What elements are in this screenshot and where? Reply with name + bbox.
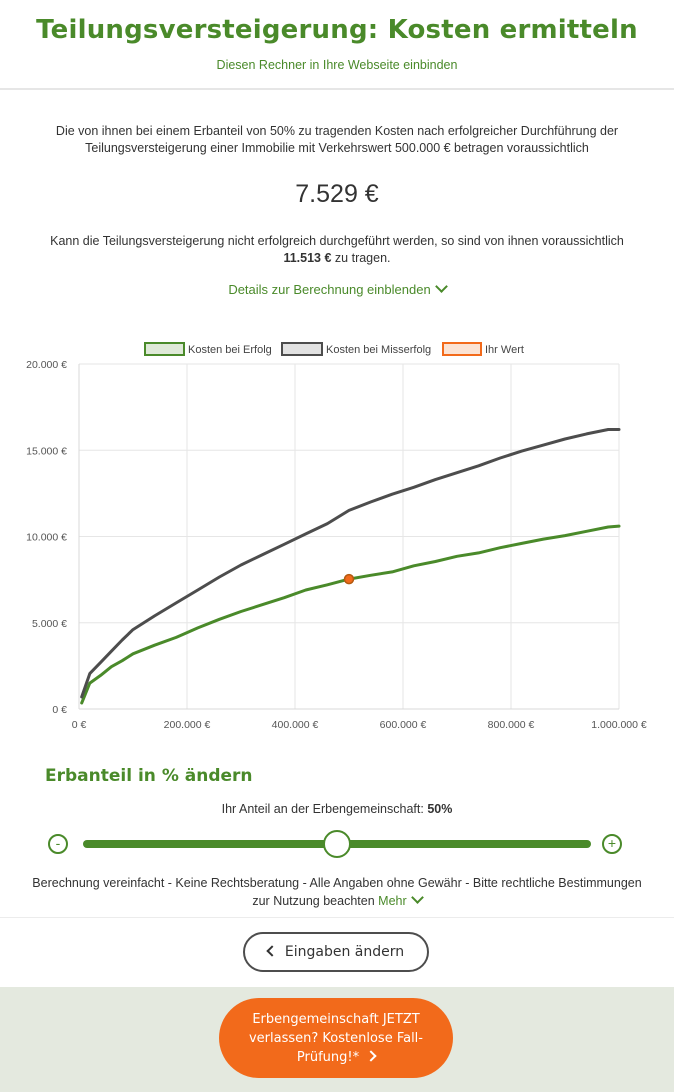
result-value: 7.529 € [295,180,379,208]
disclaimer: Berechnung vereinfacht - Keine Rechtsber… [30,874,644,910]
y-tick-label: 5.000 € [32,618,67,630]
share-label-text: Ihr Anteil an der Erbengemeinschaft: [221,802,424,816]
legend-swatch [281,342,323,356]
cta-label: Erbengemeinschaft JETZT verlassen? Koste… [248,1012,423,1065]
page-title: Teilungsversteigerung: Kosten ermitteln [36,15,638,45]
cta-button[interactable]: Erbengemeinschaft JETZT verlassen? Koste… [219,998,453,1078]
edit-inputs-button[interactable]: Eingaben ändern [243,932,429,972]
chevron-down-icon [434,280,448,293]
more-link-label: Mehr [378,894,407,908]
share-label: Ihr Anteil an der Erbengemeinschaft: 50% [0,802,674,816]
failure-value: 11.513 € [283,251,332,265]
result-intro: Die von ihnen bei einem Erbanteil von 50… [55,124,619,155]
y-tick-label: 20.000 € [26,359,67,371]
decrease-button[interactable]: - [48,834,68,854]
header: Teilungsversteigerung: Kosten ermitteln … [0,0,674,90]
more-link[interactable]: Mehr [378,891,424,908]
embed-link[interactable]: Diesen Rechner in Ihre Webseite einbinde… [216,58,458,72]
cost-chart: 0 € 200.000 € 400.000 € 600.000 € 800.000 € 1… [26,342,647,731]
disclaimer-text: Berechnung vereinfacht - Keine Rechtsber… [32,876,642,908]
failure-text: Kann die Teilungsversteigerung nicht erf… [20,233,654,267]
y-tick-label: 0 € [52,704,67,716]
details-toggle[interactable]: Details zur Berechnung einblenden [0,280,674,297]
your-value-point [343,573,355,585]
edit-inputs-label: Eingaben ändern [284,944,405,960]
slider-heading: Erbanteil in % ändern [45,766,253,786]
legend-swatch [442,342,482,356]
x-tick-label: 1.000.000 € [591,719,647,731]
series-line-failure [80,428,621,699]
divider [0,917,674,918]
x-tick-label: 600.000 € [380,719,427,731]
x-tick-label: 200.000 € [164,719,211,731]
chevron-left-icon [266,945,278,957]
x-tick-label: 800.000 € [488,719,535,731]
legend-label: Kosten bei Erfolg [188,344,272,356]
chevron-right-icon [365,1050,377,1062]
share-slider: - + [46,829,626,859]
legend-label: Kosten bei Misserfolg [326,344,431,356]
y-tick-label: 10.000 € [26,532,67,544]
slider-thumb[interactable] [323,830,351,858]
details-link-label: Details zur Berechnung einblenden [228,282,431,297]
chevron-down-icon [410,891,424,904]
legend-swatch [144,342,185,356]
x-tick-label: 400.000 € [272,719,319,731]
failure-text-post: zu tragen. [334,251,391,265]
share-value: 50% [427,802,453,816]
footer-band: Erbengemeinschaft JETZT verlassen? Koste… [0,987,674,1092]
legend-label: Ihr Wert [485,344,524,356]
failure-text-pre: Kann die Teilungsversteigerung nicht erf… [50,234,624,248]
series-line-success [80,524,621,705]
x-tick-label: 0 € [72,719,87,731]
y-tick-label: 15.000 € [26,445,67,457]
increase-button[interactable]: + [602,834,622,854]
